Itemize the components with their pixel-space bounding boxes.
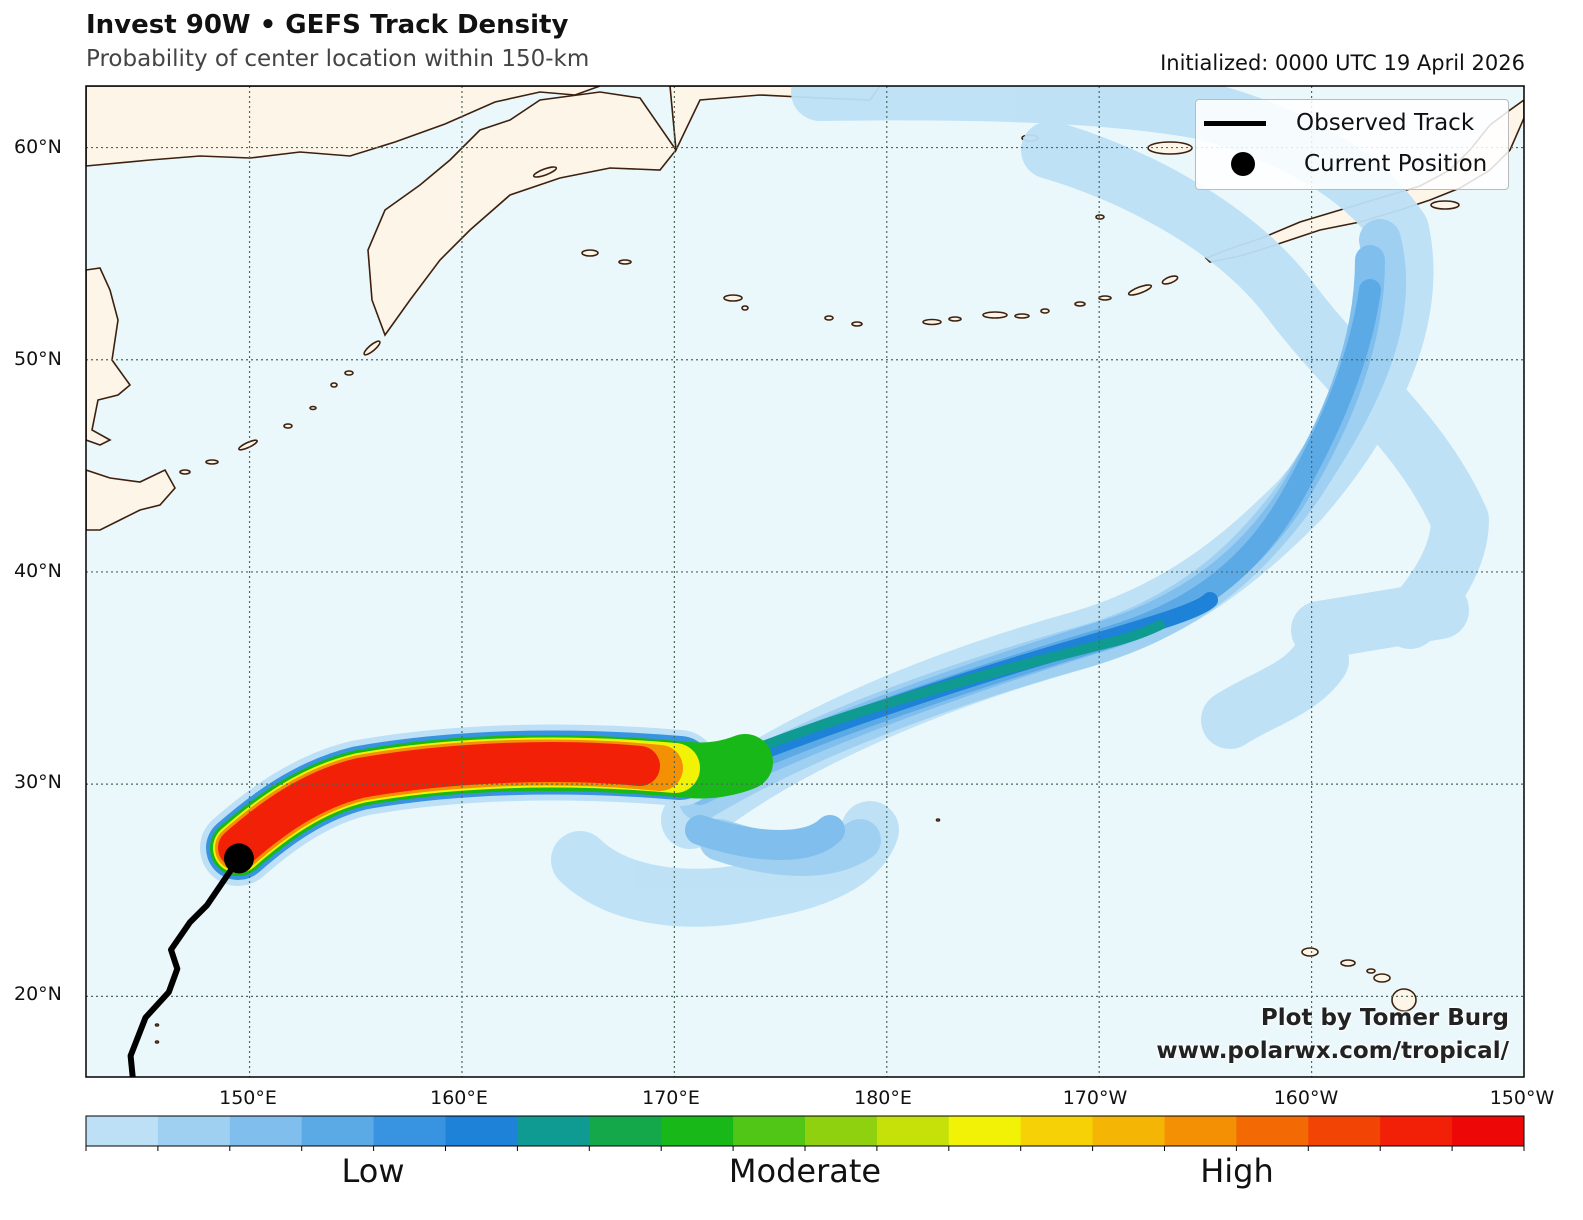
lat-label-50: 50°N [14, 348, 62, 370]
sakhalin [86, 267, 132, 446]
colorbar-swatch [157, 1116, 231, 1146]
initialized-time: Initialized: 0000 UTC 19 April 2026 [1160, 51, 1525, 75]
colorbar-swatch [876, 1116, 950, 1146]
current-position-swatch [1231, 152, 1255, 176]
credit-url: www.polarwx.com/tropical/ [1156, 1038, 1509, 1064]
lat-label-20: 20°N [14, 983, 62, 1005]
colorbar-swatch [661, 1116, 734, 1146]
colorbar-swatch [1164, 1116, 1237, 1146]
lon-label-170e: 170°E [642, 1087, 700, 1109]
colorbar [85, 1115, 1525, 1151]
lon-label-150e: 150°E [219, 1087, 277, 1109]
observed-track-swatch [1204, 120, 1266, 126]
colorbar-swatch [589, 1116, 662, 1146]
lon-label-160w: 160°W [1273, 1087, 1339, 1109]
hokkaido [86, 468, 176, 531]
islands [154, 134, 1460, 1044]
current-position-marker [223, 843, 254, 874]
density-plume-teal [735, 620, 1165, 760]
siberia-coast [86, 86, 601, 167]
colorbar-swatch [1452, 1116, 1525, 1146]
map-subtitle: Probability of center location within 15… [86, 46, 590, 72]
lat-label-30: 30°N [14, 771, 62, 793]
density-core-red [218, 742, 660, 868]
colorbar-swatch [1236, 1116, 1309, 1146]
colorbar-swatch [517, 1116, 590, 1146]
map-legend: Observed Track Current Position [1195, 99, 1509, 190]
colorbar-label-low: Low [341, 1152, 405, 1190]
kamchatka [367, 91, 677, 337]
legend-current-position-label: Current Position [1304, 151, 1488, 177]
colorbar-swatch [805, 1116, 878, 1146]
colorbar-swatch [733, 1116, 806, 1146]
colorbar-label-high: High [1200, 1152, 1274, 1190]
legend-observed-track-label: Observed Track [1296, 110, 1475, 136]
lon-label-170w: 170°W [1062, 1087, 1128, 1109]
colorbar-swatch [1380, 1116, 1453, 1146]
lat-label-40: 40°N [14, 560, 62, 582]
credit-author: Plot by Tomer Burg [1260, 1005, 1509, 1031]
map-title: Invest 90W • GEFS Track Density [86, 10, 569, 40]
lat-label-60: 60°N [14, 136, 62, 158]
map-frame [85, 85, 1525, 1078]
track-density-shading [200, 86, 1489, 927]
lon-label-150w: 150°W [1489, 1087, 1555, 1109]
colorbar-swatch [229, 1116, 303, 1146]
colorbar-swatch [1092, 1116, 1165, 1146]
colorbar-swatch [301, 1116, 375, 1146]
legend-current-position: Current Position [1204, 149, 1487, 179]
colorbar-swatch [445, 1116, 518, 1146]
legend-observed-track: Observed Track [1204, 108, 1474, 138]
lon-label-160e: 160°E [430, 1087, 488, 1109]
colorbar-swatch [86, 1116, 159, 1146]
colorbar-swatch [1020, 1116, 1094, 1146]
lon-label-180: 180°E [854, 1087, 912, 1109]
observed-track-line [127, 855, 242, 1077]
colorbar-swatch [1308, 1116, 1381, 1146]
colorbar-label-moderate: Moderate [728, 1152, 882, 1190]
gridlines [86, 86, 1524, 1077]
colorbar-swatch [373, 1116, 446, 1146]
colorbar-swatch [948, 1116, 1022, 1146]
